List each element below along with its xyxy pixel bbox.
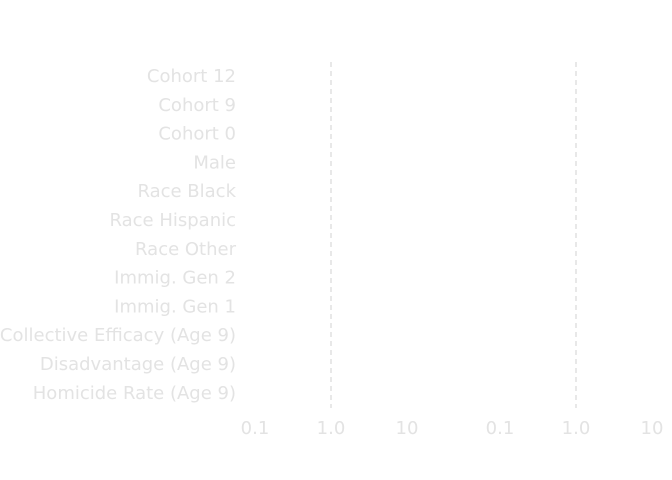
panel-left: 0.1 1.0 10 [241,62,419,439]
category-label: Disadvantage (Age 9) [40,354,236,375]
category-label: Collective Efficacy (Age 9) [0,325,236,346]
category-label: Cohort 0 [158,124,236,145]
x-tick-label: 0.1 [486,418,515,439]
category-labels: Cohort 12 Cohort 9 Cohort 0 Male Race Black R… [0,66,237,404]
category-label: Homicide Rate (Age 9) [33,383,236,404]
x-tick-label: 1.0 [562,418,591,439]
category-label: Immig. Gen 1 [114,296,236,317]
category-label: Cohort 12 [147,66,236,87]
category-label: Cohort 9 [158,95,236,116]
x-tick-label: 1.0 [317,418,346,439]
x-tick-label: 10 [396,418,419,439]
category-label: Race Other [135,239,237,260]
x-tick-label: 10 [641,418,664,439]
category-label: Race Black [137,181,236,202]
x-tick-label: 0.1 [241,418,270,439]
category-label: Male [193,152,236,173]
category-label: Race Hispanic [109,210,236,231]
panel-right: 0.1 1.0 10 [486,62,664,439]
category-label: Immig. Gen 2 [114,268,236,289]
